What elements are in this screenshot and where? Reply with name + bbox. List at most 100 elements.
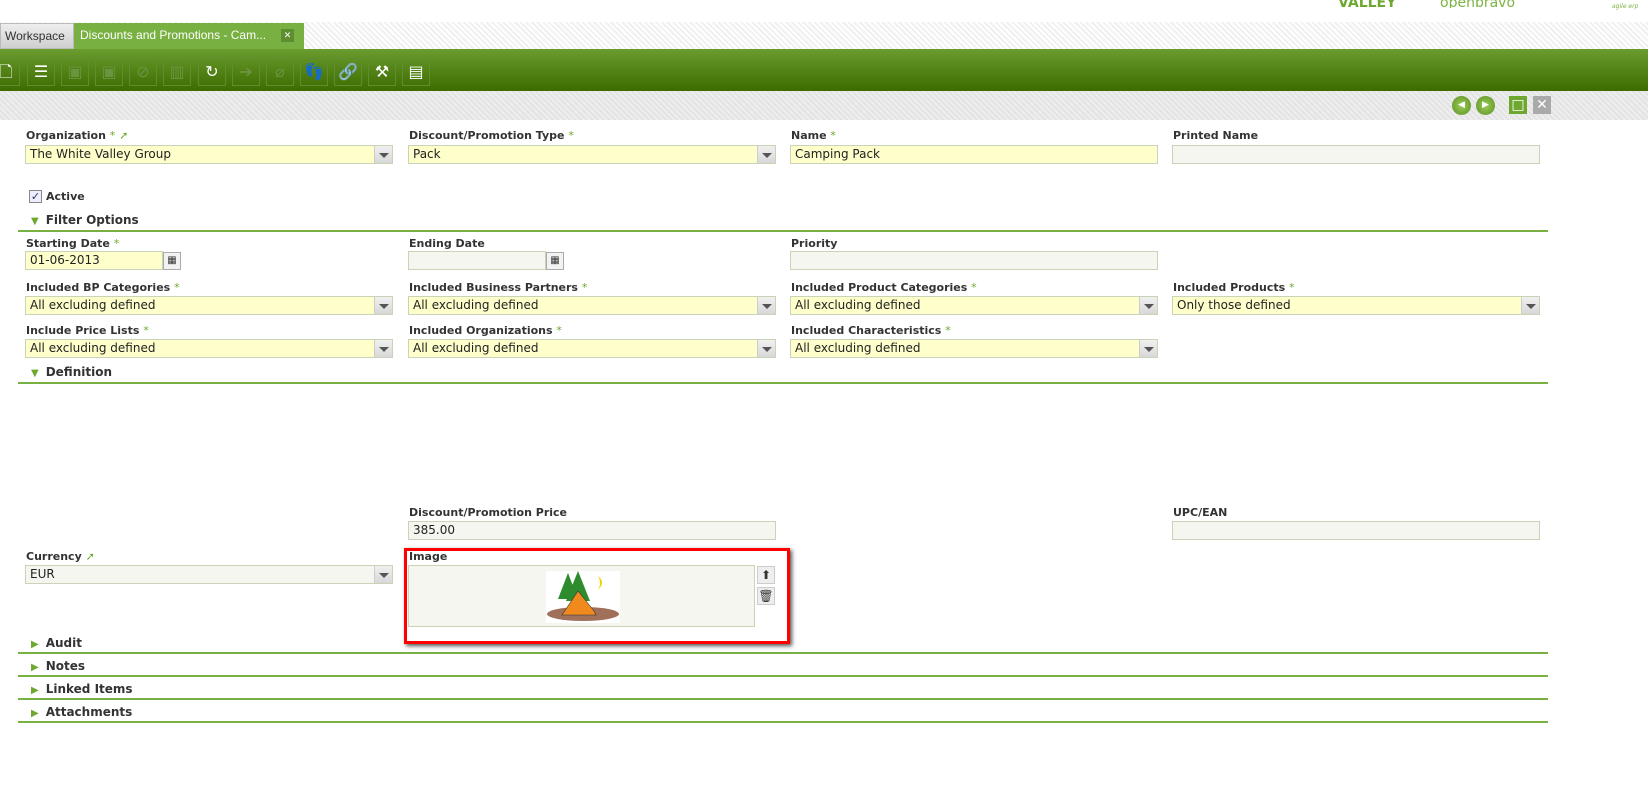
section-definition[interactable]: ▼ Definition [31,365,112,379]
expanded-triangle-icon: ▼ [31,216,39,227]
link-arrow-icon[interactable]: ➚ [85,550,95,563]
audit-trail-icon[interactable]: 👣 [300,58,328,86]
printed-name-label: Printed Name [1173,129,1259,142]
form-navigation-bar: ◀ ▶ □ ✕ [0,91,1648,120]
printed-name-input[interactable] [1172,145,1540,164]
price-lists-select[interactable]: All excluding defined [25,339,393,358]
chevron-down-icon[interactable] [1521,297,1539,314]
logo: VALLEY [1338,0,1397,8]
ending-date-input[interactable] [408,251,546,270]
refresh-icon[interactable]: ↻ [198,58,226,86]
toolbar: 🗋 ☰ ▣ ▣ ⊘ ▥ ↻ ➔ ⌀ 👣 🔗 ⚒ ▤ [0,49,1648,91]
divider [18,675,1548,677]
divider [18,652,1548,654]
price-input[interactable]: 385.00 [408,521,776,540]
previous-record-icon[interactable]: ◀ [1452,96,1471,115]
chevron-down-icon[interactable] [374,297,392,314]
business-partners-select[interactable]: All excluding defined [408,296,776,315]
active-label: Active [46,190,85,203]
maximize-icon[interactable]: □ [1509,96,1527,114]
organizations-select[interactable]: All excluding defined [408,339,776,358]
characteristics-label: Included Characteristics * [791,324,951,337]
ending-date-label: Ending Date [409,237,485,250]
chevron-down-icon[interactable] [374,146,392,163]
upc-input[interactable] [1172,521,1540,540]
tab-discounts-promotions[interactable]: Discounts and Promotions - Cam... ✕ [74,23,304,49]
product-categories-select[interactable]: All excluding defined [790,296,1158,315]
section-linked-items[interactable]: ▶ Linked Items [31,682,133,696]
chevron-down-icon[interactable] [757,340,775,357]
bp-categories-select[interactable]: All excluding defined [25,296,393,315]
organization-label: Organization * ➚ [26,129,129,142]
currency-label: Currency ➚ [26,550,95,563]
new-record-icon[interactable]: ☰ [27,58,55,86]
priority-label: Priority [791,237,838,250]
openbravo-logo: openbravo [1440,0,1516,8]
upc-label: UPC/EAN [1173,506,1228,519]
active-checkbox[interactable]: ✓ [29,190,42,203]
divider [18,698,1548,700]
products-select[interactable]: Only those defined [1172,296,1540,315]
section-attachments[interactable]: ▶ Attachments [31,705,133,719]
tab-workspace[interactable]: Workspace [0,23,74,49]
calendar-icon[interactable]: ▦ [163,252,181,270]
undo-icon[interactable]: ⊘ [129,58,157,86]
divider [18,382,1548,384]
close-form-icon[interactable]: ✕ [1533,96,1551,114]
tab-label: Discounts and Promotions - Cam... [80,28,267,42]
name-input[interactable]: Camping Pack [790,145,1158,164]
grid-view-icon[interactable]: ▤ [402,58,430,86]
next-record-icon[interactable]: ▶ [1476,96,1495,115]
chevron-down-icon[interactable] [757,146,775,163]
delete-image-icon[interactable]: 🗑 [757,587,775,605]
tab-bar: Workspace Discounts and Promotions - Cam… [0,22,1648,49]
product-categories-label: Included Product Categories * [791,281,977,294]
logo-tagline: agile erp [1612,3,1639,10]
link-arrow-icon[interactable]: ➚ [119,129,129,142]
collapsed-triangle-icon: ▶ [31,685,39,696]
new-document-icon[interactable]: 🗋 [0,58,20,86]
divider [18,721,1548,723]
bp-categories-label: Included BP Categories * [26,281,180,294]
expanded-triangle-icon: ▼ [31,368,39,379]
customize-icon[interactable]: ⚒ [368,58,396,86]
collapsed-triangle-icon: ▶ [31,639,39,650]
chevron-down-icon[interactable] [1139,297,1157,314]
calendar-icon[interactable]: ▦ [546,252,564,270]
export-icon[interactable]: ➔ [232,58,260,86]
type-label: Discount/Promotion Type * [409,129,574,142]
collapsed-triangle-icon: ▶ [31,708,39,719]
characteristics-select[interactable]: All excluding defined [790,339,1158,358]
save-close-icon[interactable]: ▣ [95,58,123,86]
products-label: Included Products * [1173,281,1295,294]
chevron-down-icon[interactable] [374,340,392,357]
organization-select[interactable]: The White Valley Group [25,145,393,164]
camping-tent-image [546,571,620,623]
starting-date-label: Starting Date * [26,237,120,250]
organizations-label: Included Organizations * [409,324,562,337]
collapsed-triangle-icon: ▶ [31,662,39,673]
delete-icon[interactable]: ▥ [163,58,191,86]
section-filter-options[interactable]: ▼ Filter Options [31,213,139,227]
chevron-down-icon[interactable] [757,297,775,314]
image-highlight [404,548,790,644]
starting-date-input[interactable]: 01-06-2013 [25,251,163,270]
upload-icon[interactable]: ⬆ [757,566,775,584]
image-label: Image [409,550,448,563]
business-partners-label: Included Business Partners * [409,281,588,294]
image-field[interactable] [408,565,755,627]
link-icon[interactable]: 🔗 [334,58,362,86]
close-tab-icon[interactable]: ✕ [281,29,294,42]
divider [18,230,1548,232]
name-label: Name * [791,129,836,142]
currency-select[interactable]: EUR [25,565,393,584]
price-label: Discount/Promotion Price [409,506,568,519]
chevron-down-icon[interactable] [1139,340,1157,357]
section-audit[interactable]: ▶ Audit [31,636,82,650]
priority-input[interactable] [790,251,1158,270]
section-notes[interactable]: ▶ Notes [31,659,86,673]
attachment-icon[interactable]: ⌀ [266,58,294,86]
chevron-down-icon[interactable] [374,566,392,583]
type-select[interactable]: Pack [408,145,776,164]
save-icon[interactable]: ▣ [61,58,89,86]
